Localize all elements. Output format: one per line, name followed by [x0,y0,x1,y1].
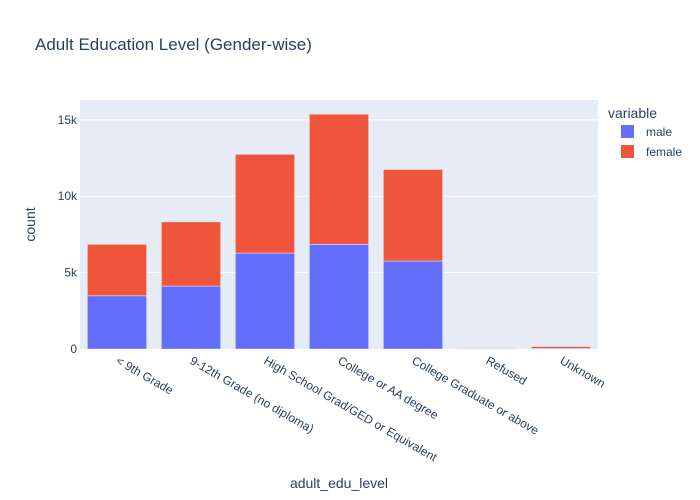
y-axis-title: count [22,207,38,241]
bar-male [383,260,443,350]
bar-male [235,252,295,350]
bar-male [161,285,221,350]
bar-female [383,169,443,262]
y-tick-label: 10k [58,189,78,203]
legend-swatch-female[interactable] [621,145,634,158]
legend-label-male[interactable]: male [646,125,672,139]
bar-male [87,295,147,350]
x-tick-label: College Graduate or above [410,353,542,437]
x-axis-ticks: < 9th Grade 9-12th Grade (no diploma)High… [114,353,608,464]
x-tick-label: Unknown [558,353,608,390]
chart-title: Adult Education Level (Gender-wise) [35,35,312,54]
x-tick-label: 9-12th Grade (no diploma) [188,353,317,435]
x-tick-label: < 9th Grade [114,353,176,397]
legend-swatch-male[interactable] [621,125,634,138]
bar-male [309,244,369,350]
y-tick-label: 15k [58,113,78,127]
x-tick-label: Refused [484,353,530,387]
bar-female [235,154,295,254]
bar-female [531,346,591,349]
bar-female [161,221,221,287]
x-axis-title: adult_edu_level [290,475,388,491]
legend-label-female[interactable]: female [646,145,682,159]
legend-title: variable [608,105,657,121]
y-tick-label: 5k [64,266,78,280]
y-tick-label: 0 [70,342,77,356]
legend: variable male female [608,105,682,159]
bar-female [87,244,147,297]
bar-female [309,113,369,245]
bars [87,113,591,350]
y-axis-ticks: 0 5k 10k 15k [58,113,78,356]
